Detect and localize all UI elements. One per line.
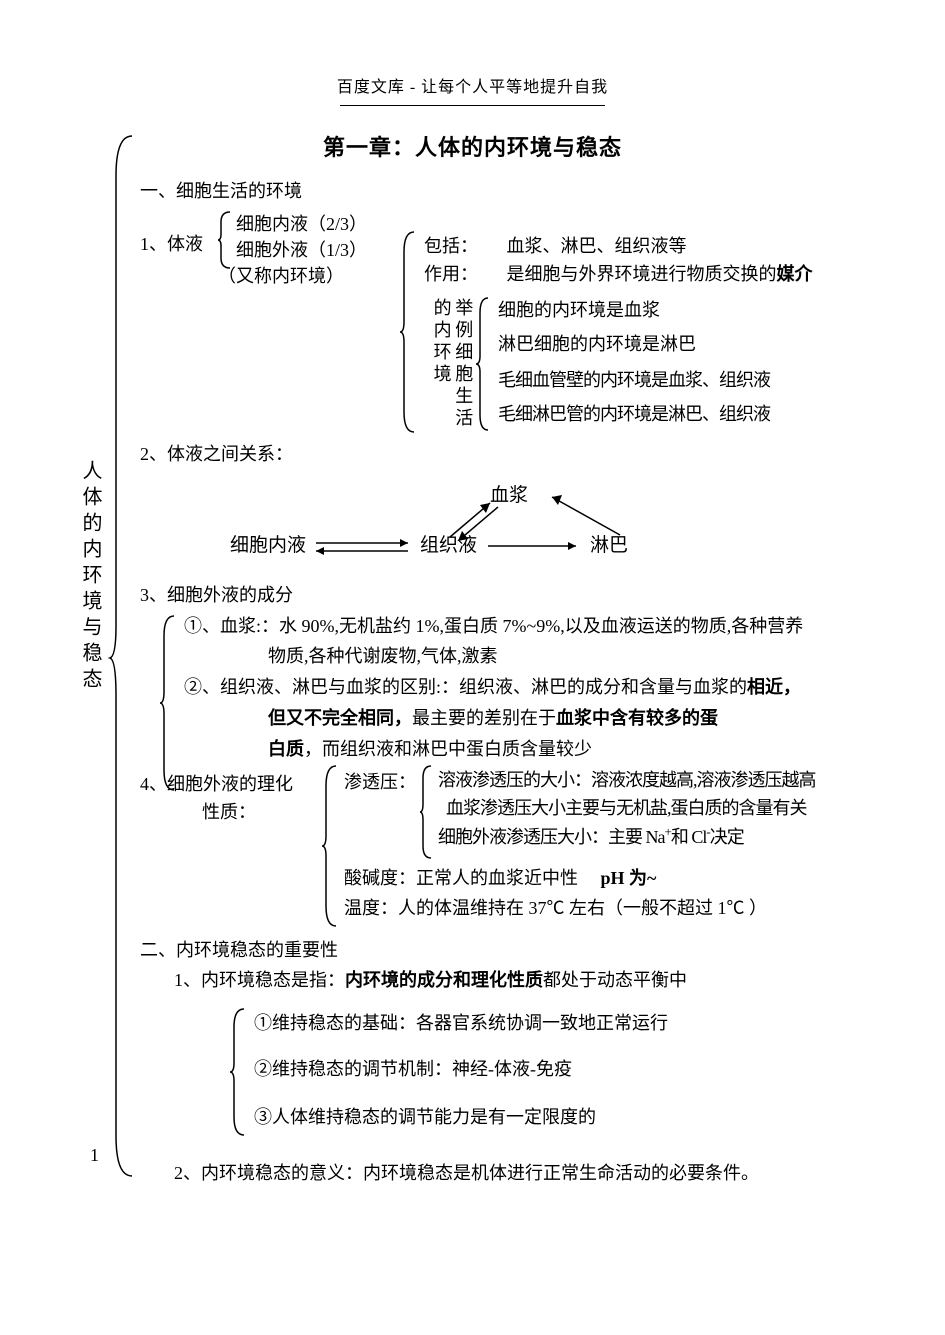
s2-p3: ③人体维持稳态的调节能力是有一定限度的 (254, 1103, 596, 1132)
s2-n1-a: 1、内环境稳态是指： (174, 970, 345, 990)
arrow-d-c (540, 491, 630, 539)
n3-b-2b: 最主要的差别在于 (412, 708, 556, 728)
ex1: 细胞的内环境是血浆 (498, 296, 660, 325)
brace-extracell (400, 232, 418, 432)
temp-key: 温度： (344, 898, 398, 918)
n3-b-3b: ，而组织液和淋巴中蛋白质含量较少 (304, 739, 592, 759)
s1-n3-label: 3、细胞外液的成分 (140, 581, 865, 610)
n3-b-2a: 但又不完全相同， (268, 708, 412, 728)
arrow-b-d (484, 539, 584, 553)
temp-v: 人的体温维持在 37℃ 左右（一般不超过 1℃ ） (398, 898, 767, 918)
page-header: 百度文库 - 让每个人平等地提升自我 (0, 75, 945, 101)
ph-v2: pH 为~ (601, 868, 657, 888)
sec1-heading: 一、细胞生活的环境 (140, 177, 865, 206)
brace-examples (476, 298, 492, 430)
s2-n1-b: 内环境的成分和理化性质 (345, 970, 543, 990)
brace-main (110, 136, 140, 1176)
s1-n4-a: 4、细胞外液的理化 (140, 770, 293, 799)
d-node-a: 细胞内液 (230, 531, 306, 561)
n3-b-2c: 血浆中含有较多的蛋 (556, 708, 718, 728)
ex3: 毛细血管壁的内环境是血浆、组织液 (498, 366, 770, 395)
page-number: 1 (90, 1141, 99, 1170)
sec2-heading: 二、内环境稳态的重要性 (140, 936, 865, 965)
example-vlabel: 举例细胞生活的内环境 (430, 298, 473, 432)
ph-v1: 正常人的血浆近中性 (416, 868, 578, 888)
brace-s2 (230, 1009, 248, 1135)
page: 百度文库 - 让每个人平等地提升自我 第一章：人体的内环境与稳态 人体的内环境与… (0, 0, 945, 1230)
osm-2: 血浆渗透压大小主要与无机盐,蛋白质的含量有关 (446, 794, 807, 823)
s2-p2: ②维持稳态的调节机制：神经-体液-免疫 (254, 1055, 572, 1084)
arrow-a-b (312, 537, 412, 557)
osm-key: 渗透压： (344, 768, 416, 797)
s2-n2: 2、内环境稳态的意义：内环境稳态是机体进行正常生命活动的必要条件。 (174, 1159, 865, 1188)
brace-n4 (322, 766, 340, 926)
brace-osm (420, 766, 434, 858)
arrow-b-c (440, 495, 510, 541)
osm-3: 细胞外液渗透压大小：主要 Na+和 Cl-决定 (438, 822, 744, 852)
chapter-title: 第一章：人体的内环境与稳态 (80, 130, 865, 165)
osm-1: 溶液渗透压的大小：溶液浓度越高,溶液渗透压越高 (438, 766, 816, 795)
s1-n2-label: 2、体液之间关系： (140, 440, 865, 469)
body: 一、细胞生活的环境 1、体液 细胞内液（2/3） 细胞外液（1/3） （又称内环… (140, 177, 865, 1188)
s1-n4-b: 性质： (202, 798, 256, 827)
inc-key: 包括： (424, 236, 478, 256)
n3-b-1b: 相近， (747, 677, 801, 697)
s2-n1-c: 都处于动态平衡中 (543, 970, 687, 990)
n3-b-3a: 白质 (268, 739, 304, 759)
role-v2: 媒介 (777, 264, 813, 284)
ph-key: 酸碱度： (344, 868, 416, 888)
n3-b-1a: ②、组织液、淋巴与血浆的区别:：组织液、淋巴的成分和含量与血浆的 (184, 677, 747, 697)
n3-a-2: 物质,各种代谢废物,气体,激素 (268, 642, 865, 671)
role-v1: 是细胞与外界环境进行物质交换的 (507, 264, 777, 284)
fluid-diagram: 细胞内液 组织液 血浆 淋巴 (140, 477, 865, 577)
brace-n3 (160, 616, 178, 790)
ex2: 淋巴细胞的内环境是淋巴 (498, 330, 696, 359)
content: 第一章：人体的内环境与稳态 人体的内环境与稳态 一、细胞生活的环境 1、体液 细… (80, 130, 865, 1188)
n3-a-1: ①、血浆:：水 90%,无机盐约 1%,蛋白质 7%~9%,以及血液运送的物质,… (184, 612, 865, 641)
inc-val: 血浆、淋巴、组织液等 (507, 236, 687, 256)
role-key: 作用： (424, 264, 478, 284)
main-vertical-label: 人体的内环境与稳态 (80, 460, 100, 694)
s2-p1: ①维持稳态的基础：各器官系统协调一致地正常运行 (254, 1009, 668, 1038)
ex4: 毛细淋巴管的内环境是淋巴、组织液 (498, 400, 770, 429)
